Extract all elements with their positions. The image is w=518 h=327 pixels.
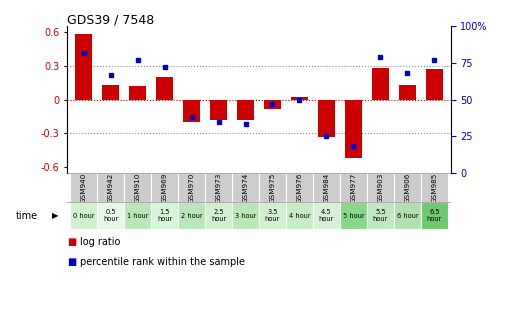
Bar [346, 99, 362, 158]
Bar [232, 173, 259, 202]
Text: 1.5
hour: 1.5 hour [157, 209, 172, 222]
Bar [421, 173, 448, 202]
Bar [426, 69, 442, 99]
Text: 6 hour: 6 hour [397, 213, 418, 218]
Text: GSM975: GSM975 [269, 172, 276, 203]
Text: GSM940: GSM940 [80, 172, 87, 203]
Bar [178, 173, 205, 202]
Text: 3 hour: 3 hour [235, 213, 256, 218]
Text: 5.5
hour: 5.5 hour [373, 209, 388, 222]
Text: percentile rank within the sample: percentile rank within the sample [80, 257, 246, 267]
Bar [232, 202, 259, 229]
Text: 6.5
hour: 6.5 hour [427, 209, 442, 222]
Bar [399, 85, 415, 99]
Bar [210, 99, 226, 120]
Text: 1 hour: 1 hour [127, 213, 148, 218]
Bar [124, 173, 151, 202]
Text: GSM942: GSM942 [108, 172, 113, 203]
Text: GSM984: GSM984 [323, 172, 329, 203]
Bar [264, 99, 281, 109]
Text: GSM903: GSM903 [378, 172, 383, 203]
Bar [394, 202, 421, 229]
Bar [259, 173, 286, 202]
Bar [205, 173, 232, 202]
Bar [313, 202, 340, 229]
Bar [156, 77, 172, 99]
Bar [70, 202, 97, 229]
Text: GSM973: GSM973 [215, 172, 222, 203]
Bar [103, 85, 119, 99]
Text: GSM974: GSM974 [242, 172, 249, 203]
Text: 0 hour: 0 hour [73, 213, 94, 218]
Bar [178, 202, 205, 229]
Text: 2.5
hour: 2.5 hour [211, 209, 226, 222]
Bar [286, 202, 313, 229]
Text: log ratio: log ratio [80, 237, 121, 247]
Bar [183, 99, 199, 122]
Text: GSM985: GSM985 [431, 172, 438, 203]
Text: 0.5
hour: 0.5 hour [103, 209, 118, 222]
Text: GSM910: GSM910 [135, 172, 140, 203]
Bar [97, 173, 124, 202]
Text: 5 hour: 5 hour [343, 213, 364, 218]
Text: 2 hour: 2 hour [181, 213, 203, 218]
Text: 4.5
hour: 4.5 hour [319, 209, 334, 222]
Bar [372, 68, 388, 99]
Bar [292, 97, 308, 99]
Text: 3.5
hour: 3.5 hour [265, 209, 280, 222]
Bar [286, 173, 313, 202]
Text: ▶: ▶ [52, 211, 59, 220]
Bar [237, 99, 254, 120]
Bar [151, 173, 178, 202]
Bar [151, 202, 178, 229]
Text: GSM969: GSM969 [162, 172, 167, 203]
Text: GDS39 / 7548: GDS39 / 7548 [67, 13, 154, 26]
Bar [367, 202, 394, 229]
Bar [70, 173, 97, 202]
Text: time: time [16, 211, 38, 221]
Bar [259, 202, 286, 229]
Text: 4 hour: 4 hour [289, 213, 310, 218]
Bar [130, 86, 146, 99]
Text: GSM906: GSM906 [405, 172, 410, 203]
Bar [340, 173, 367, 202]
Text: GSM970: GSM970 [189, 172, 195, 203]
Text: GSM976: GSM976 [296, 172, 303, 203]
Text: ■: ■ [67, 237, 77, 247]
Bar [367, 173, 394, 202]
Bar [124, 202, 151, 229]
Bar [340, 202, 367, 229]
Bar [394, 173, 421, 202]
Bar [313, 173, 340, 202]
Text: GSM977: GSM977 [351, 172, 356, 203]
Text: ■: ■ [67, 257, 77, 267]
Bar [76, 34, 92, 99]
Bar [319, 99, 335, 137]
Bar [97, 202, 124, 229]
Bar [421, 202, 448, 229]
Bar [205, 202, 232, 229]
